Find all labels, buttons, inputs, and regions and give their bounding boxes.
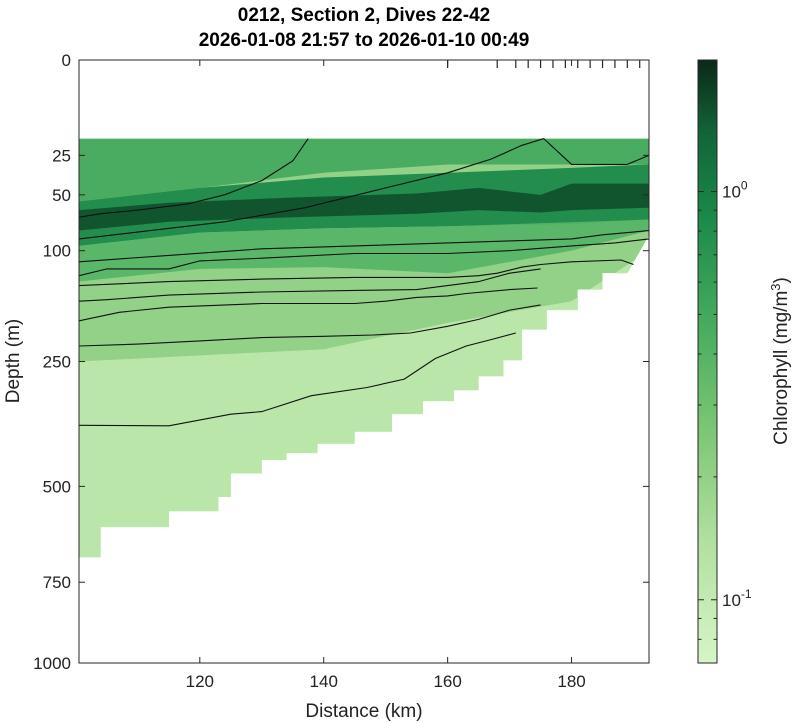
colorbar-tick-label: 100	[722, 179, 748, 202]
y-axis-label: Depth (m)	[3, 319, 24, 403]
colorbar-label-superscript: 3	[768, 283, 783, 290]
colorbar-tick-base: 10	[722, 183, 741, 202]
x-tick-label: 160	[433, 672, 461, 691]
y-tick-label: 500	[43, 477, 71, 496]
chart-subtitle: 2026-01-08 21:57 to 2026-01-10 00:49	[199, 30, 530, 51]
contour-line-8	[79, 304, 541, 347]
colorbar-scale	[698, 60, 717, 663]
chlorophyll-layer-nitracline	[79, 219, 649, 282]
x-axis: 120 140 160 180	[186, 672, 586, 691]
contour-line-7	[79, 287, 538, 322]
x-tick-label: 140	[310, 672, 338, 691]
colorbar-tick-exponent: -1	[741, 587, 752, 601]
chlorophyll-layer-surface	[79, 138, 649, 202]
y-tick-label: 50	[52, 186, 71, 205]
x-tick-label: 180	[557, 672, 585, 691]
chart-title: 0212, Section 2, Dives 22-42	[238, 5, 490, 26]
contour-line-1	[79, 138, 309, 218]
y-tick-label: 0	[62, 51, 71, 70]
contour-line-3	[79, 230, 649, 263]
contour-line-2	[79, 137, 649, 240]
y-tick-label: 1000	[33, 654, 71, 673]
chlorophyll-layer-chl-max-core	[79, 183, 649, 231]
y-tick-label: 100	[43, 242, 71, 261]
axis-ticks	[79, 59, 649, 664]
colorbar-label-close: )	[771, 277, 792, 283]
plot-area	[78, 59, 650, 664]
y-axis: 0 25 50 100 250 500 750 1000	[33, 51, 71, 673]
x-tick-label: 120	[186, 672, 214, 691]
colorbar-tick-exponent: 0	[741, 179, 748, 193]
colorbar-tick-base: 10	[722, 591, 741, 610]
plot-frame	[78, 59, 650, 664]
contour-line-5	[79, 259, 634, 287]
colorbar-label: Chlorophyll (mg/m3)	[768, 277, 792, 445]
colorbar-tick-label: 10-1	[722, 587, 752, 610]
colorbar-frame	[697, 59, 718, 664]
contour-lines	[79, 137, 649, 427]
colorbar-label-text: Chlorophyll (mg/m	[771, 291, 792, 445]
contour-line-4	[79, 238, 649, 277]
contour-line-6	[79, 268, 541, 302]
y-tick-label: 750	[43, 573, 71, 592]
contour-line-9	[79, 332, 516, 427]
y-tick-label: 250	[43, 353, 71, 372]
y-tick-label: 25	[52, 146, 71, 165]
x-axis-label: Distance (km)	[305, 701, 422, 722]
